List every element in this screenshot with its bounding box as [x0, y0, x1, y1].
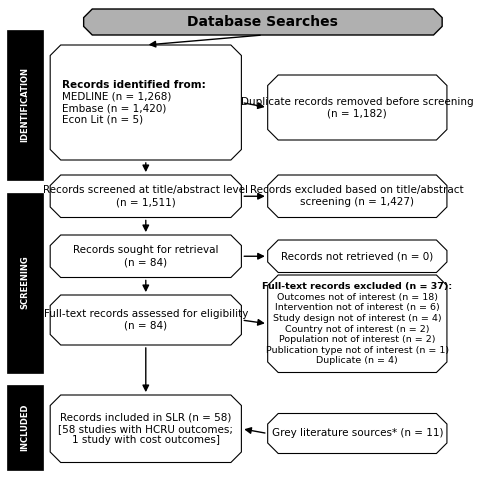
Text: Grey literature sources* (n = 11): Grey literature sources* (n = 11) — [272, 428, 443, 438]
Text: Econ Lit (n = 5): Econ Lit (n = 5) — [62, 115, 143, 125]
Text: Publication type not of interest (n = 1): Publication type not of interest (n = 1) — [266, 346, 449, 354]
Text: Records screened at title/abstract level: Records screened at title/abstract level — [43, 186, 248, 196]
Text: Duplicate records removed before screening: Duplicate records removed before screeni… — [241, 96, 474, 106]
Text: (n = 1,182): (n = 1,182) — [327, 108, 387, 118]
Text: Records identified from:: Records identified from: — [62, 80, 206, 90]
Text: Records included in SLR (n = 58): Records included in SLR (n = 58) — [60, 412, 231, 422]
Polygon shape — [84, 9, 442, 35]
Text: Records excluded based on title/abstract: Records excluded based on title/abstract — [250, 186, 464, 196]
Polygon shape — [50, 45, 241, 160]
Text: (n = 1,511): (n = 1,511) — [116, 197, 175, 207]
Text: Intervention not of interest (n = 6): Intervention not of interest (n = 6) — [275, 304, 440, 312]
FancyBboxPatch shape — [7, 385, 43, 470]
Polygon shape — [268, 175, 447, 218]
Text: [58 studies with HCRU outcomes;: [58 studies with HCRU outcomes; — [58, 424, 233, 434]
FancyBboxPatch shape — [7, 192, 43, 372]
Text: Duplicate (n = 4): Duplicate (n = 4) — [316, 356, 398, 365]
Text: 1 study with cost outcomes]: 1 study with cost outcomes] — [72, 436, 220, 446]
Text: Study design not of interest (n = 4): Study design not of interest (n = 4) — [273, 314, 442, 323]
FancyBboxPatch shape — [7, 30, 43, 180]
Polygon shape — [268, 414, 447, 454]
Text: INCLUDED: INCLUDED — [21, 404, 30, 451]
Text: Records sought for retrieval: Records sought for retrieval — [73, 246, 218, 256]
Text: Population not of interest (n = 2): Population not of interest (n = 2) — [279, 335, 435, 344]
Text: IDENTIFICATION: IDENTIFICATION — [21, 68, 30, 142]
Text: Outcomes not of interest (n = 18): Outcomes not of interest (n = 18) — [277, 293, 438, 302]
Polygon shape — [50, 295, 241, 345]
Text: Database Searches: Database Searches — [187, 15, 338, 29]
Text: MEDLINE (n = 1,268): MEDLINE (n = 1,268) — [62, 92, 172, 102]
Text: (n = 84): (n = 84) — [124, 321, 167, 331]
Polygon shape — [268, 240, 447, 272]
Text: Full-text records assessed for eligibility: Full-text records assessed for eligibili… — [43, 309, 248, 319]
Polygon shape — [50, 235, 241, 278]
Polygon shape — [268, 75, 447, 140]
Text: Embase (n = 1,420): Embase (n = 1,420) — [62, 104, 166, 114]
Polygon shape — [50, 175, 241, 218]
Polygon shape — [50, 395, 241, 462]
Text: Country not of interest (n = 2): Country not of interest (n = 2) — [285, 324, 430, 334]
Text: SCREENING: SCREENING — [21, 256, 30, 310]
Text: Full-text records excluded (n = 37):: Full-text records excluded (n = 37): — [262, 282, 452, 292]
Text: Records not retrieved (n = 0): Records not retrieved (n = 0) — [281, 251, 434, 261]
Text: (n = 84): (n = 84) — [124, 257, 167, 267]
Text: screening (n = 1,427): screening (n = 1,427) — [300, 197, 414, 207]
Polygon shape — [268, 275, 447, 372]
